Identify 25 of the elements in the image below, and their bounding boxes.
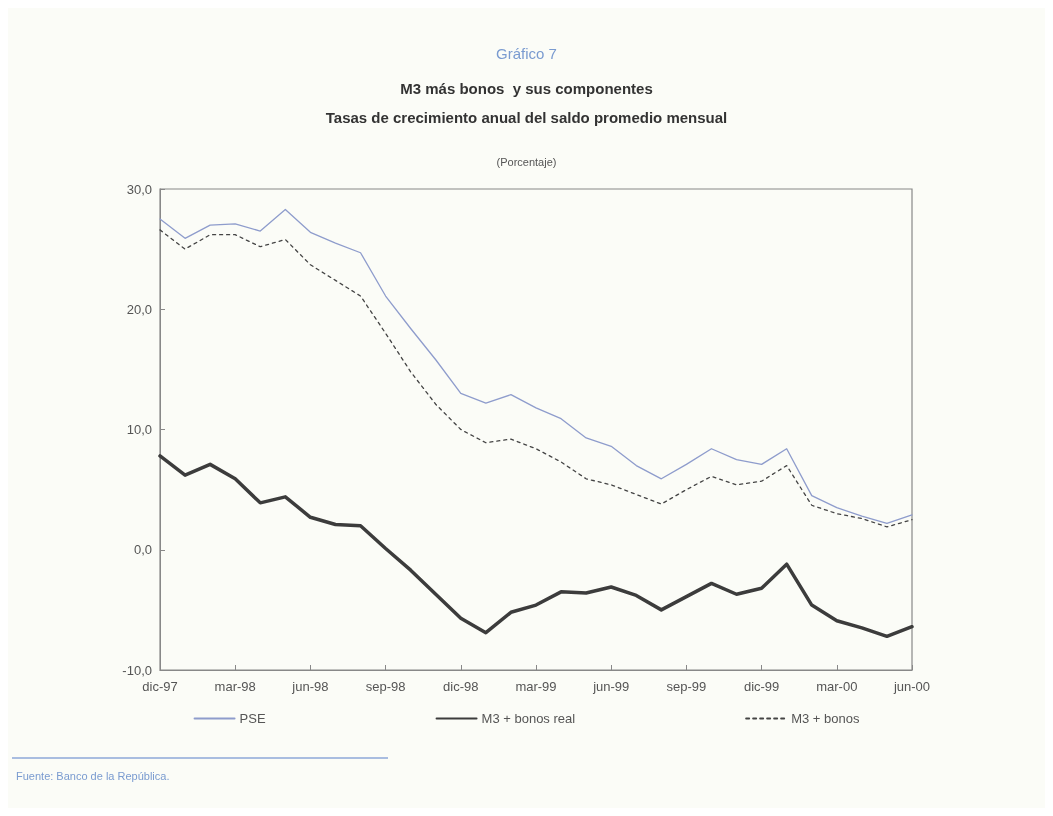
legend-label: M3 + bonos bbox=[791, 711, 860, 726]
text: (Porcentaje) bbox=[496, 155, 557, 168]
source-note: Fuente: Banco de la República. bbox=[16, 769, 170, 782]
y-tick-label: -10,0 bbox=[122, 662, 152, 678]
x-tick-label: dic-99 bbox=[743, 679, 780, 694]
line-series bbox=[158, 454, 914, 639]
x-tick-label: jun-98 bbox=[291, 679, 329, 694]
y-tick-label: 20,0 bbox=[126, 301, 152, 317]
x-tick-label: mar-98 bbox=[214, 679, 256, 694]
y-tick-label: 10,0 bbox=[126, 422, 152, 437]
chart-title: M3 más bonos y sus componentes bbox=[400, 80, 653, 97]
y-tick-label: 30,0 bbox=[126, 181, 152, 197]
x-tick-label: dic-97 bbox=[142, 679, 178, 694]
x-tick-label: sep-99 bbox=[666, 679, 707, 694]
x-tick-label: mar-99 bbox=[515, 679, 557, 694]
y-tick-label: 0,0 bbox=[133, 542, 152, 558]
x-tick-label: mar-00 bbox=[816, 679, 858, 694]
chart-subtitle: Tasas de crecimiento anual del saldo promedio mensual bbox=[325, 109, 728, 126]
x-tick-label: jun-99 bbox=[592, 679, 630, 694]
x-tick-label: jun-00 bbox=[892, 679, 931, 694]
legend-label: M3 + bonos real bbox=[481, 711, 576, 726]
x-tick-label: sep-98 bbox=[365, 679, 406, 694]
legend-label: PSE bbox=[239, 711, 266, 726]
x-tick-label: dic-98 bbox=[443, 679, 479, 694]
text: Gráfico 7 bbox=[496, 45, 557, 62]
